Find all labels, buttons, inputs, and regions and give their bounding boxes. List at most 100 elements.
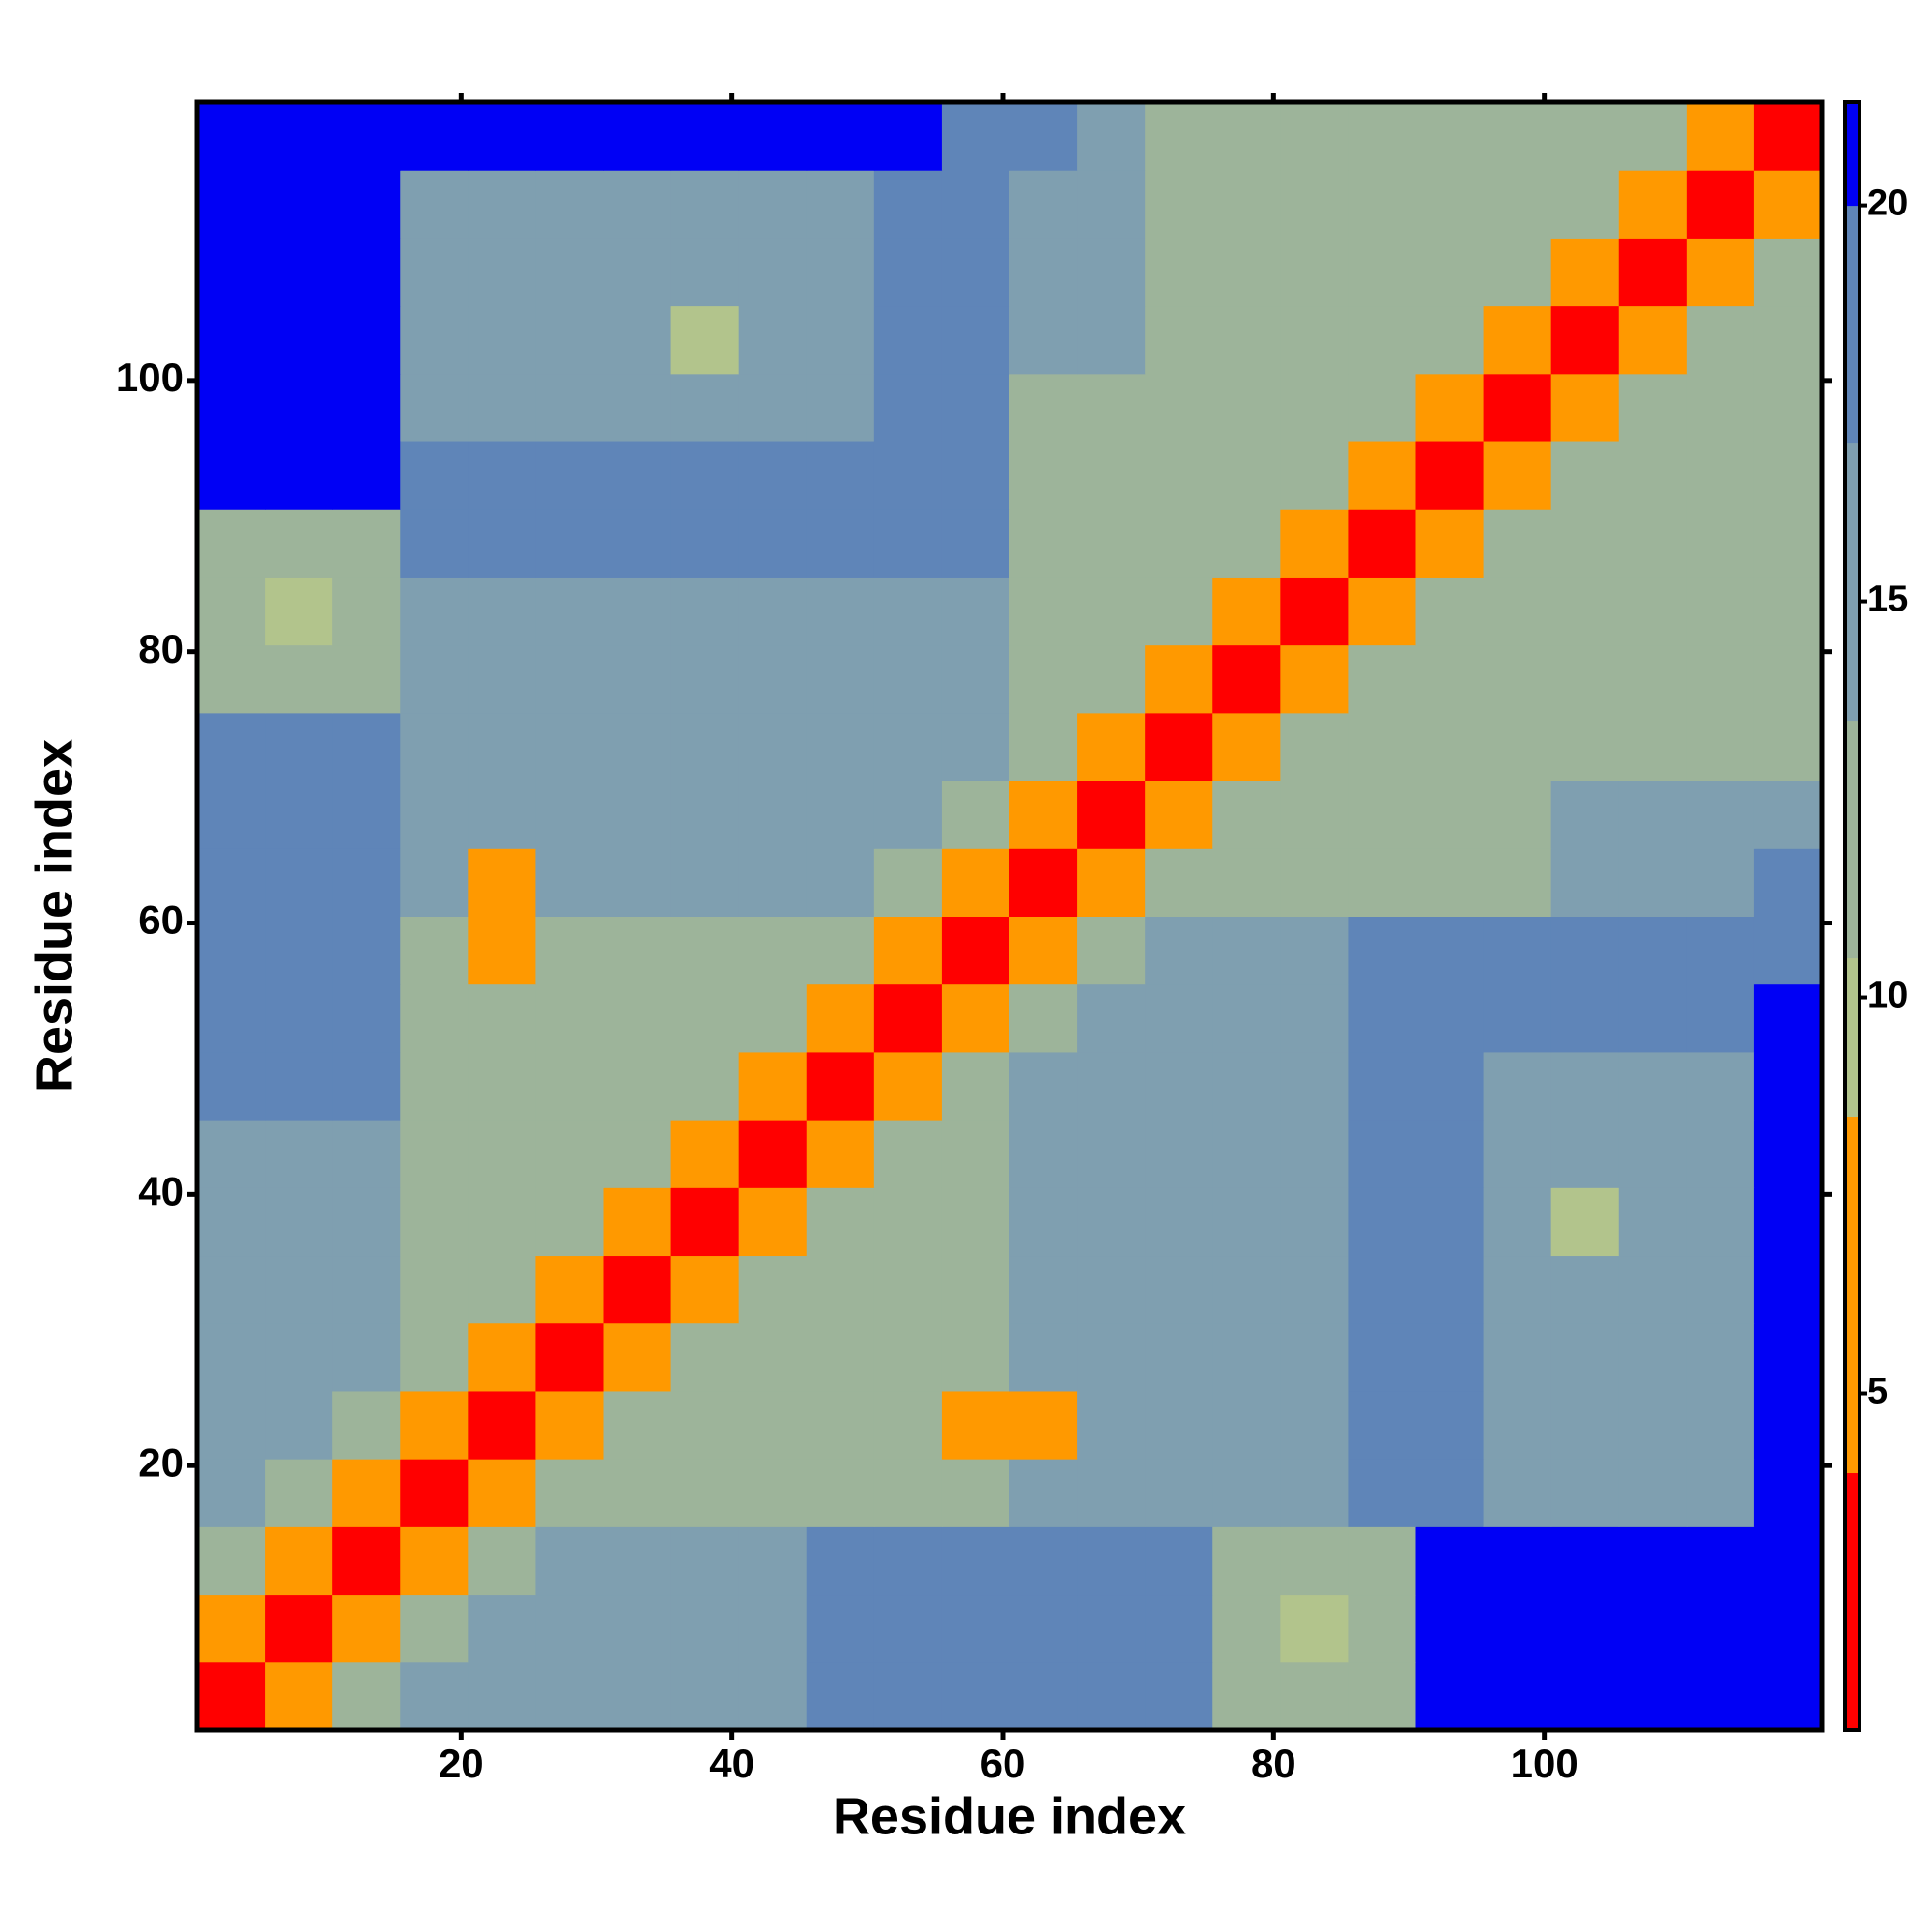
cell: [603, 509, 672, 578]
cell: [873, 102, 943, 171]
cell: [1009, 781, 1078, 849]
cell: [332, 781, 401, 849]
cell: [1077, 1594, 1146, 1663]
cell: [806, 102, 875, 171]
cell: [1415, 577, 1485, 646]
cell: [197, 983, 266, 1053]
cell: [1686, 1051, 1755, 1121]
cell: [1483, 712, 1552, 781]
cell: [873, 712, 943, 781]
cell: [332, 102, 401, 171]
cell: [1550, 1255, 1620, 1324]
cell: [1009, 1120, 1078, 1188]
cell: [1618, 509, 1688, 578]
cell: [197, 1187, 266, 1257]
cell: [1077, 1187, 1146, 1257]
cell: [806, 577, 875, 646]
cell: [738, 1120, 808, 1188]
cell: [1686, 1459, 1755, 1527]
cell: [1686, 712, 1755, 781]
cell: [265, 1459, 333, 1527]
cell: [873, 238, 943, 307]
cell: [400, 577, 469, 646]
cell: [941, 238, 1010, 307]
cell: [1280, 373, 1349, 442]
cell: [535, 781, 604, 849]
x-tick-label: 80: [1251, 1741, 1296, 1786]
cell: [265, 577, 333, 646]
cell: [535, 1526, 604, 1596]
cell: [1348, 1255, 1416, 1324]
cell: [265, 781, 333, 849]
cell: [603, 1594, 672, 1663]
cell: [806, 1187, 875, 1257]
cell: [535, 1459, 604, 1527]
cell: [1415, 1662, 1485, 1731]
cell: [265, 509, 333, 578]
cell: [1618, 1120, 1688, 1188]
cell: [1483, 170, 1552, 239]
cell: [400, 1594, 469, 1663]
cell: [1280, 441, 1349, 510]
cell: [603, 1051, 672, 1121]
cell: [1753, 1526, 1823, 1596]
cell: [738, 1594, 808, 1663]
cell: [1618, 781, 1688, 849]
cell: [1753, 170, 1823, 239]
cell: [603, 373, 672, 442]
cell: [1145, 577, 1213, 646]
cell: [1618, 441, 1688, 510]
cell: [1009, 1051, 1078, 1121]
cell: [265, 983, 333, 1053]
colorbar-segment: [1845, 1116, 1860, 1474]
cell: [1550, 1459, 1620, 1527]
cell: [1280, 1187, 1349, 1257]
cell: [1145, 509, 1213, 578]
cell: [1077, 712, 1146, 781]
cell: [670, 577, 740, 646]
cell: [1348, 1322, 1416, 1392]
cell: [1483, 1255, 1552, 1324]
cell: [1686, 1662, 1755, 1731]
cell: [332, 305, 401, 375]
cell: [941, 577, 1010, 646]
cell: [400, 1390, 469, 1460]
cell: [535, 1594, 604, 1663]
cell: [1415, 509, 1485, 578]
cell: [1686, 1255, 1755, 1324]
cell: [941, 1255, 1010, 1324]
cell: [873, 577, 943, 646]
cell: [1415, 1187, 1485, 1257]
cell: [1280, 1526, 1349, 1596]
cell: [400, 305, 469, 375]
cell: [1415, 983, 1485, 1053]
cell: [873, 1187, 943, 1257]
cell: [873, 1459, 943, 1527]
cell: [332, 916, 401, 985]
cell: [468, 916, 536, 985]
cell: [738, 1390, 808, 1460]
cell: [1686, 1594, 1755, 1663]
cell: [197, 1526, 266, 1596]
cell: [535, 170, 604, 239]
cell: [1145, 1322, 1213, 1392]
cell: [1009, 1662, 1078, 1731]
cell: [1280, 305, 1349, 375]
cell: [1212, 1051, 1281, 1121]
cell: [806, 1051, 875, 1121]
cell: [265, 1255, 333, 1324]
cell: [1077, 577, 1146, 646]
cell: [1145, 102, 1213, 171]
cell: [738, 509, 808, 578]
cell: [1212, 848, 1281, 917]
cell: [265, 1594, 333, 1663]
cell: [1077, 170, 1146, 239]
cell: [670, 1662, 740, 1731]
cell: [265, 170, 333, 239]
cell: [1550, 848, 1620, 917]
cell: [1415, 170, 1485, 239]
cell: [1280, 1120, 1349, 1188]
cell: [873, 1526, 943, 1596]
cell: [1348, 712, 1416, 781]
cell: [1145, 712, 1213, 781]
